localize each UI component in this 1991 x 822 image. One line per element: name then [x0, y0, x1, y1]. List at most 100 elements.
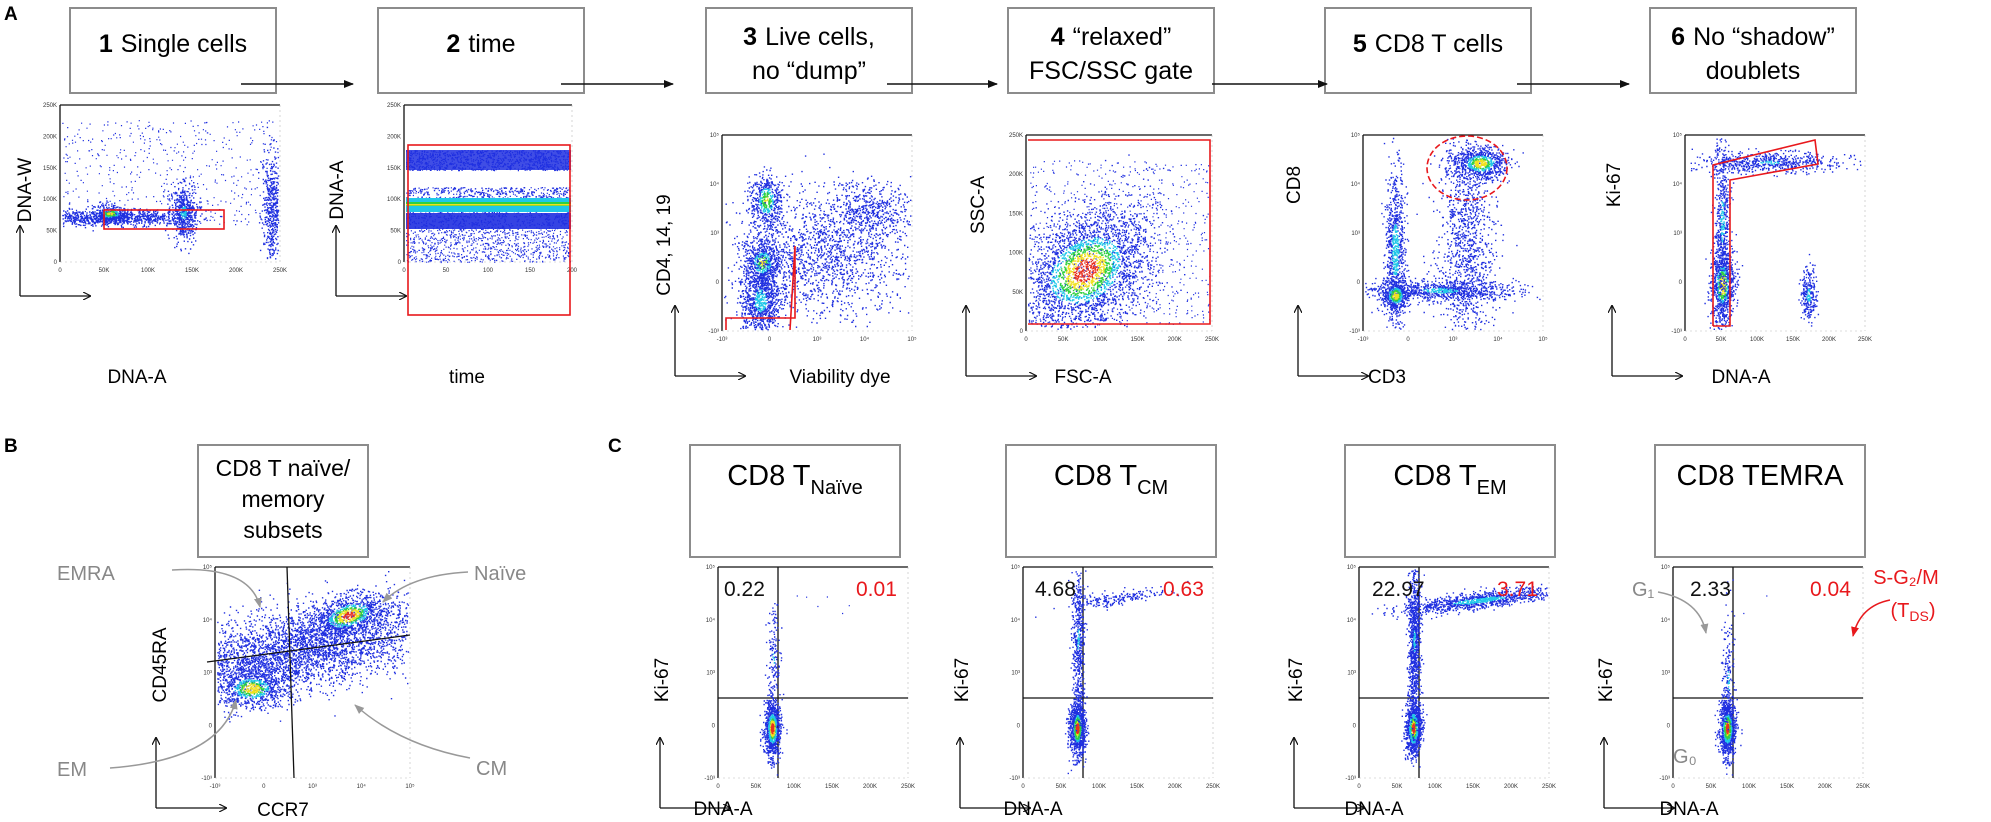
svg-text:CD8 TEM: CD8 TEM	[1393, 460, 1506, 499]
plot-2-time: 0 50 100 150 200 0 50K 100K 150K 200K 250K	[336, 103, 578, 316]
step-4-title-line1: “relaxed”	[1073, 23, 1172, 51]
plot-3-live-cells: -10³ 0 10³ 10⁴ 10⁵ -10³ 0 10³ 10⁴ 10⁵	[675, 132, 917, 376]
y-tick-label: 0	[54, 260, 58, 266]
y-tick-label: -10³	[1349, 329, 1360, 335]
panel-b-ylabel: CD45RA	[150, 627, 171, 702]
cm-title-main: CD8 T	[1054, 460, 1138, 492]
step-3-title-line1: Live cells,	[765, 23, 875, 51]
step-5-number: 5	[1353, 30, 1367, 58]
panel-b-title-line3: subsets	[243, 517, 322, 543]
y-tick-label: 10³	[1351, 231, 1360, 237]
panel-b-title-line1: CD8 T naïve/	[216, 455, 351, 481]
x-tick-label: -10³	[210, 784, 221, 790]
svg-text:CD8 TCM: CD8 TCM	[1054, 460, 1168, 499]
y-tick-label: 150K	[1009, 211, 1023, 217]
step-5-title: CD8 T cells	[1375, 30, 1503, 58]
sg2m-label: S-G₂/M	[1873, 567, 1939, 589]
panel-c-title-box-1: CD8 TNaïve	[689, 444, 901, 558]
y-tick-label: -10³	[708, 329, 719, 335]
x-tick-label: 150K	[825, 784, 839, 790]
panel-c-title-box-3: CD8 TEM	[1344, 444, 1556, 558]
y-tick-label: 10³	[1673, 231, 1682, 237]
c1-xlabel: DNA-A	[693, 799, 752, 820]
panel-label-b: B	[4, 436, 18, 457]
plot-5-ylabel: CD8	[1284, 166, 1305, 204]
c4-xlabel: DNA-A	[1659, 799, 1718, 820]
y-tick-label: 10³	[1661, 671, 1670, 677]
x-tick-label: 10³	[308, 784, 317, 790]
c2-left-value: 4.68	[1035, 578, 1076, 601]
x-tick-label: 10⁴	[357, 783, 367, 790]
y-tick-label: 0	[716, 280, 720, 286]
y-tick-label: 10⁵	[1661, 564, 1671, 571]
svg-text:4“relaxed”: 4 “relaxed”	[1051, 23, 1172, 51]
y-tick-label: 250K	[387, 103, 401, 109]
subset-label-em: EM	[57, 759, 87, 781]
x-tick-label: 0	[1021, 784, 1025, 790]
naive-pointer	[382, 571, 469, 603]
step-6-box: 6 No “shadow” doublets	[1649, 7, 1857, 94]
plot-4-ylabel: SSC-A	[968, 176, 989, 234]
g1-label: G₁	[1632, 579, 1655, 601]
x-tick-label: 50K	[1056, 784, 1067, 790]
c4-right-value: 0.04	[1810, 578, 1851, 601]
x-tick-label: 150K	[1131, 337, 1145, 343]
em-pointer	[109, 699, 238, 769]
x-tick-label: 0	[768, 337, 772, 343]
x-tick-label: 10³	[1449, 337, 1458, 343]
y-tick-label: 150K	[387, 166, 401, 172]
y-tick-label: 10⁵	[1347, 564, 1357, 571]
plot-b-ccr7-cd45ra: -10³ 0 10³ 10⁴ 10⁵ -10³ 0 10³ 10⁴ 10⁵	[156, 564, 415, 808]
em-title-sub: EM	[1477, 477, 1507, 499]
x-tick-label: 250K	[1858, 337, 1872, 343]
panel-label-a: A	[4, 4, 18, 25]
y-tick-label: -10³	[201, 776, 212, 782]
tds-label: (T	[1890, 600, 1909, 622]
y-tick-label: 100K	[1009, 251, 1023, 257]
y-tick-label: 10³	[710, 231, 719, 237]
step-4-title-line2: FSC/SSC gate	[1029, 57, 1193, 85]
x-tick-label: 50K	[99, 268, 110, 274]
y-tick-label: 0	[1020, 329, 1024, 335]
step-3-box: 3 Live cells, no “dump”	[705, 7, 913, 94]
c1-left-value: 0.22	[724, 578, 765, 601]
x-tick-label: -10³	[717, 337, 728, 343]
y-tick-label: 10⁵	[1351, 132, 1361, 139]
y-tick-label: 200K	[1009, 172, 1023, 178]
subset-label-cm: CM	[476, 758, 507, 780]
x-tick-label: 0	[1357, 784, 1361, 790]
tds-sub: DS	[1909, 608, 1928, 624]
y-tick-label: 100K	[387, 197, 401, 203]
step-2-number: 2	[446, 30, 460, 58]
y-tick-label: 50K	[390, 229, 401, 235]
cm-pointer	[354, 704, 471, 759]
live-cells-gate	[725, 245, 796, 331]
x-tick-label: -10³	[1358, 337, 1369, 343]
c4-ylabel: Ki-67	[1596, 658, 1617, 702]
no-doublets-gate	[1712, 139, 1819, 327]
x-tick-label: 100	[483, 268, 494, 274]
subset-label-emra: EMRA	[57, 563, 115, 585]
step-6-title-line2: doublets	[1706, 57, 1801, 85]
panel-c: CD8 TNaïve CD8 TCM CD8 TEM CD8 TEMRA 0 50…	[652, 444, 1939, 820]
plot-1-single-cells: 0 50K 100K 150K 200K 250K 0 50K 100K 150K 200K 250K	[20, 103, 287, 296]
cd45ra-gate-line	[206, 634, 411, 663]
svg-text:(TDS): (TDS)	[1890, 600, 1935, 624]
c3-xlabel: DNA-A	[1344, 799, 1403, 820]
x-tick-label: 100K	[1742, 784, 1756, 790]
step-2-box: 2 time	[377, 7, 585, 94]
x-tick-label: 0	[1406, 337, 1410, 343]
c1-right-value: 0.01	[856, 578, 897, 601]
y-tick-label: 10⁴	[203, 617, 213, 624]
y-tick-label: 10⁵	[1673, 132, 1683, 139]
emra-pointer	[171, 568, 262, 608]
y-tick-label: 250K	[43, 103, 57, 109]
x-tick-label: 0	[1671, 784, 1675, 790]
ccr7-gate-line	[286, 566, 295, 779]
plot-2-xlabel: time	[449, 367, 485, 388]
